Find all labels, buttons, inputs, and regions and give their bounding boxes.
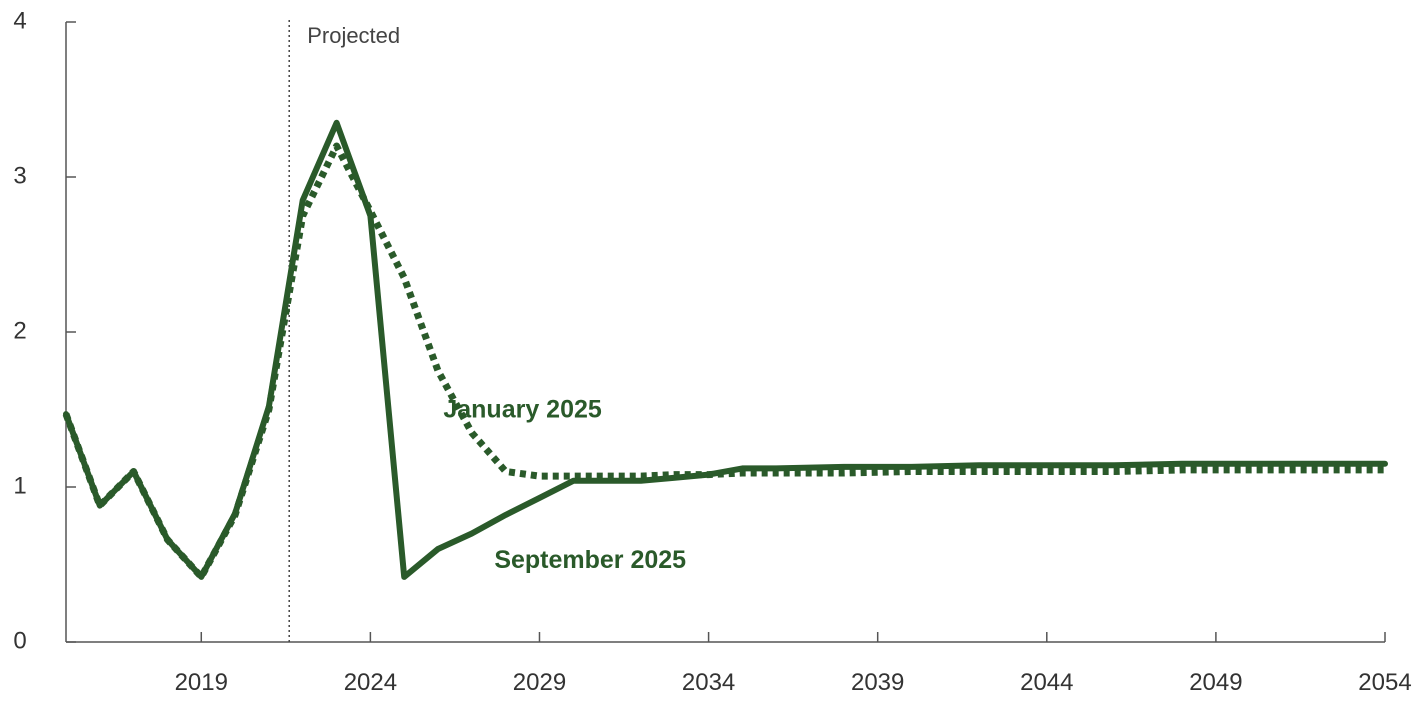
series-label-september-2025: September 2025 <box>494 546 686 574</box>
y-tick-label: 1 <box>13 472 26 499</box>
axes: 0 1 2 3 4 2019 2024 2029 2034 2039 2044 2049 2054 <box>13 7 1411 696</box>
x-tick-label: 2029 <box>513 669 566 696</box>
y-tick-label: 3 <box>13 162 26 189</box>
projection-marker: Projected <box>288 20 400 642</box>
x-tick-label: 2019 <box>175 669 228 696</box>
y-tick-label: 0 <box>13 627 26 654</box>
series-label-january-2025: January 2025 <box>443 396 602 424</box>
y-tick-label: 2 <box>13 317 26 344</box>
projection-label: Projected <box>307 23 400 48</box>
series-line-september-2025 <box>63 119 1388 580</box>
x-tick-label: 2044 <box>1020 669 1073 696</box>
x-tick-label: 2024 <box>344 669 397 696</box>
x-tick-label: 2049 <box>1189 669 1242 696</box>
series-annotations: January 2025 September 2025 <box>443 396 686 574</box>
y-tick-label: 4 <box>13 7 26 34</box>
series-line-january-2025 <box>62 142 1385 581</box>
series-lines <box>62 119 1388 581</box>
x-tick-label: 2054 <box>1358 669 1411 696</box>
x-tick-label: 2034 <box>682 669 735 696</box>
x-tick-label: 2039 <box>851 669 904 696</box>
